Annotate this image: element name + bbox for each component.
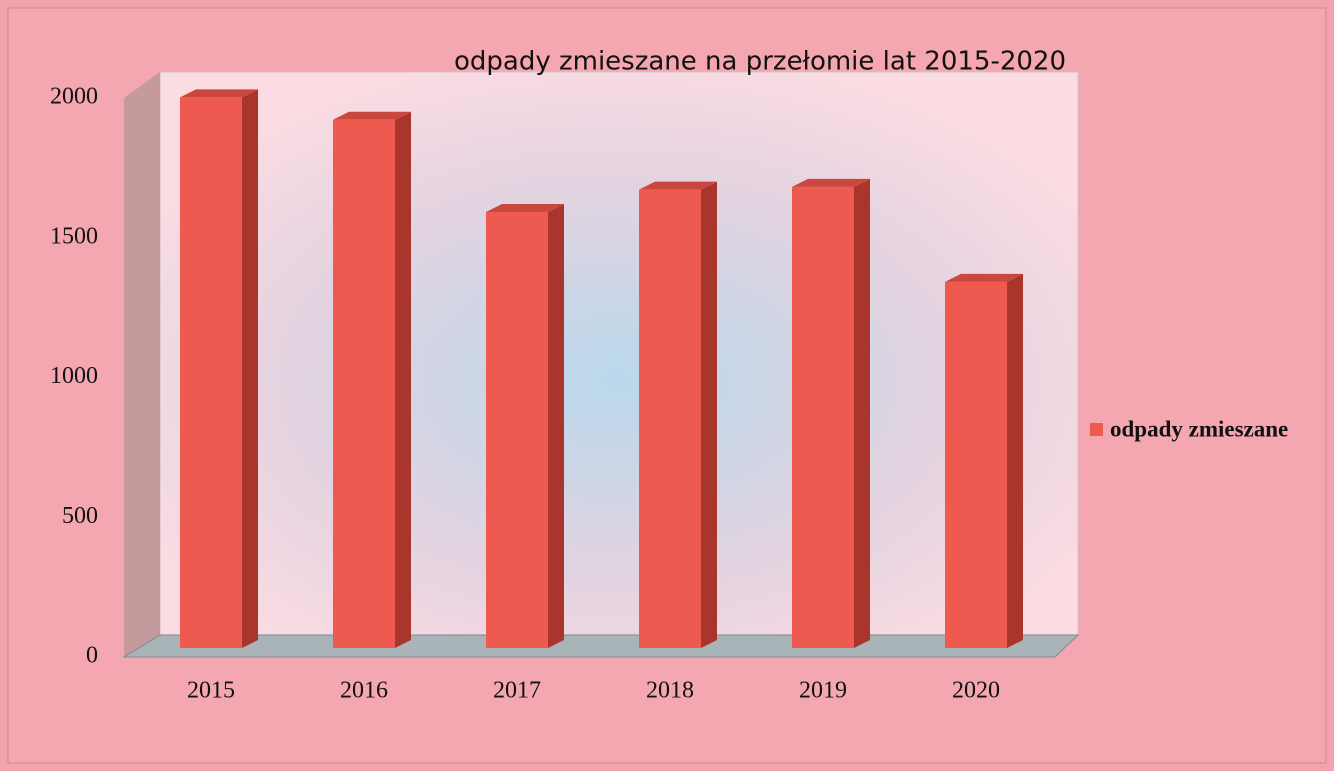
- side-wall: [124, 72, 160, 657]
- y-tick-label: 2000: [50, 84, 98, 110]
- bar: [639, 181, 717, 648]
- bar-top: [945, 273, 1023, 282]
- bar-top: [486, 203, 564, 212]
- bar-side: [548, 203, 564, 649]
- bar: [945, 273, 1023, 648]
- back-wall: [159, 71, 1079, 636]
- x-tick-label: 2017: [493, 678, 541, 704]
- legend-swatch: [1090, 423, 1103, 436]
- bar: [792, 178, 870, 648]
- bar-front: [486, 211, 548, 649]
- x-tick-label: 2016: [340, 678, 388, 704]
- bar-front: [792, 186, 854, 648]
- y-tick-label: 1000: [50, 363, 98, 389]
- bar-top: [180, 89, 258, 98]
- bar-top: [333, 111, 411, 120]
- x-tick-label: 2018: [646, 678, 694, 704]
- bar-side: [701, 181, 717, 648]
- bar-top: [792, 178, 870, 187]
- bar-front: [180, 97, 242, 648]
- bar: [333, 111, 411, 649]
- bar-front: [945, 281, 1007, 648]
- bar: [180, 89, 258, 648]
- bar-top: [639, 181, 717, 190]
- x-tick-label: 2015: [187, 678, 235, 704]
- bar-side: [242, 89, 258, 648]
- y-tick-label: 1500: [50, 223, 98, 249]
- y-tick-label: 0: [86, 643, 98, 669]
- x-tick-label: 2020: [952, 678, 1000, 704]
- bar-side: [854, 178, 870, 648]
- x-tick-label: 2019: [799, 678, 847, 704]
- y-tick-label: 500: [62, 503, 98, 529]
- bar-front: [639, 189, 701, 648]
- bar-side: [1007, 273, 1023, 648]
- chart-title: odpady zmieszane na przełomie lat 2015-2…: [454, 47, 1066, 77]
- legend-label: odpady zmieszane: [1110, 416, 1288, 441]
- bar: [486, 203, 564, 649]
- bar-side: [395, 111, 411, 649]
- floor: [122, 634, 1080, 658]
- bar-front: [333, 119, 395, 649]
